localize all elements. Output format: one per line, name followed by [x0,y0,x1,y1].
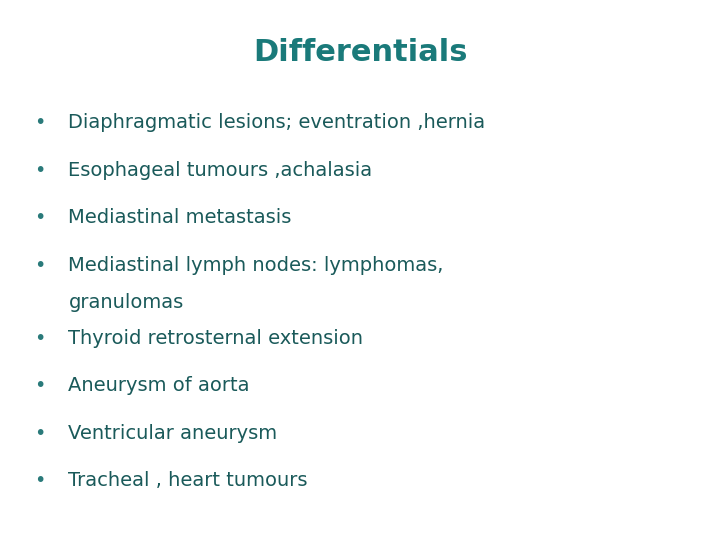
Text: •: • [34,208,45,227]
Text: •: • [34,329,45,348]
Text: granulomas: granulomas [68,293,184,312]
Text: Esophageal tumours ,achalasia: Esophageal tumours ,achalasia [68,161,372,180]
Text: Aneurysm of aorta: Aneurysm of aorta [68,376,250,395]
Text: •: • [34,424,45,443]
Text: •: • [34,256,45,275]
Text: Thyroid retrosternal extension: Thyroid retrosternal extension [68,329,364,348]
Text: •: • [34,161,45,180]
Text: •: • [34,471,45,490]
Text: Mediastinal lymph nodes: lymphomas,: Mediastinal lymph nodes: lymphomas, [68,256,444,275]
Text: Ventricular aneurysm: Ventricular aneurysm [68,424,277,443]
Text: Tracheal , heart tumours: Tracheal , heart tumours [68,471,308,490]
Text: Mediastinal metastasis: Mediastinal metastasis [68,208,292,227]
Text: Diaphragmatic lesions; eventration ,hernia: Diaphragmatic lesions; eventration ,hern… [68,113,485,132]
Text: •: • [34,113,45,132]
Text: Differentials: Differentials [253,38,467,67]
Text: •: • [34,376,45,395]
